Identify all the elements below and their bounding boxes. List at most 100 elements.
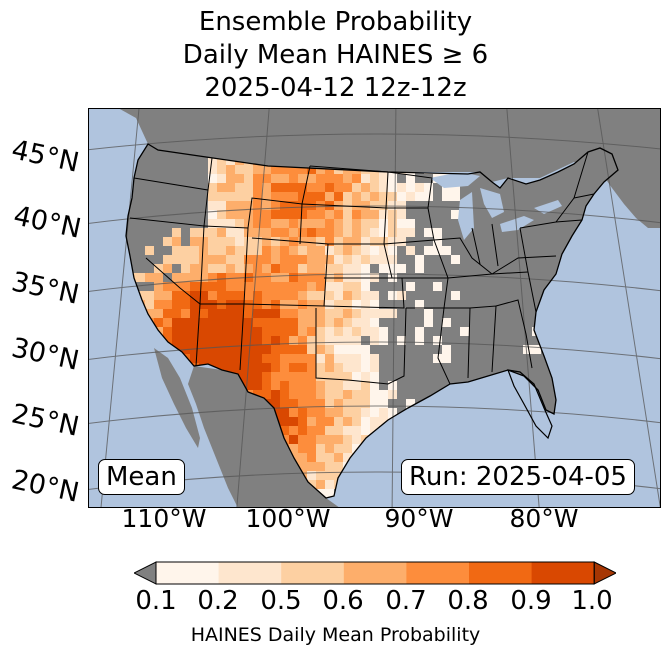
probability-cell bbox=[343, 363, 353, 373]
probability-cell bbox=[352, 417, 362, 427]
probability-cell bbox=[379, 174, 389, 184]
probability-cell bbox=[532, 354, 542, 364]
probability-cell bbox=[271, 228, 281, 238]
probability-cell bbox=[154, 183, 164, 193]
probability-cell bbox=[271, 165, 281, 175]
probability-cell bbox=[154, 174, 164, 184]
probability-cell bbox=[397, 237, 407, 247]
probability-cell bbox=[163, 327, 173, 337]
probability-cell bbox=[226, 183, 236, 193]
probability-cell bbox=[244, 282, 254, 292]
probability-cell bbox=[415, 183, 425, 193]
probability-cell bbox=[217, 255, 227, 265]
probability-cell bbox=[460, 273, 470, 283]
probability-cell bbox=[217, 264, 227, 274]
probability-cell bbox=[262, 210, 272, 220]
probability-cell bbox=[424, 255, 434, 265]
probability-cell bbox=[469, 183, 479, 193]
probability-cell bbox=[523, 345, 533, 355]
probability-cell bbox=[145, 237, 155, 247]
probability-cell bbox=[469, 300, 479, 310]
probability-cell bbox=[244, 318, 254, 328]
probability-cell bbox=[370, 372, 380, 382]
probability-cell bbox=[298, 354, 308, 364]
probability-cell bbox=[352, 291, 362, 301]
probability-cell bbox=[190, 327, 200, 337]
probability-cell bbox=[451, 345, 461, 355]
probability-cell bbox=[469, 354, 479, 364]
probability-cell bbox=[307, 444, 317, 454]
probability-cell bbox=[235, 327, 245, 337]
probability-cell bbox=[361, 390, 371, 400]
probability-cell bbox=[451, 354, 461, 364]
probability-cell bbox=[289, 255, 299, 265]
probability-cell bbox=[307, 471, 317, 481]
probability-cell bbox=[127, 237, 137, 247]
probability-cell bbox=[307, 309, 317, 319]
probability-cell bbox=[307, 300, 317, 310]
probability-cell bbox=[433, 192, 443, 202]
probability-cell bbox=[271, 255, 281, 265]
probability-cell bbox=[460, 354, 470, 364]
probability-cell bbox=[514, 264, 524, 274]
probability-cell bbox=[406, 228, 416, 238]
probability-cell bbox=[505, 336, 515, 346]
probability-cell bbox=[262, 237, 272, 247]
probability-cell bbox=[181, 183, 191, 193]
probability-cell bbox=[280, 246, 290, 256]
probability-cell bbox=[460, 372, 470, 382]
probability-cell bbox=[181, 273, 191, 283]
probability-cell bbox=[397, 174, 407, 184]
probability-cell bbox=[496, 255, 506, 265]
probability-cell bbox=[325, 291, 335, 301]
probability-cell bbox=[289, 282, 299, 292]
probability-cell bbox=[352, 219, 362, 229]
probability-cell bbox=[370, 219, 380, 229]
probability-cell bbox=[226, 273, 236, 283]
probability-cell bbox=[163, 192, 173, 202]
probability-cell bbox=[496, 219, 506, 229]
probability-cell bbox=[289, 372, 299, 382]
probability-cell bbox=[379, 309, 389, 319]
probability-cell bbox=[334, 381, 344, 391]
probability-cell bbox=[262, 372, 272, 382]
probability-cell bbox=[406, 219, 416, 229]
probability-cell bbox=[244, 237, 254, 247]
colorbar-segment bbox=[218, 562, 282, 584]
probability-cell bbox=[424, 381, 434, 391]
colorbar-segment bbox=[156, 562, 220, 584]
probability-cell bbox=[307, 210, 317, 220]
probability-cell bbox=[442, 201, 452, 211]
probability-cell bbox=[244, 336, 254, 346]
probability-cell bbox=[361, 237, 371, 247]
probability-cell bbox=[532, 219, 542, 229]
probability-cell bbox=[478, 372, 488, 382]
probability-cell bbox=[154, 291, 164, 301]
probability-cell bbox=[352, 210, 362, 220]
probability-cell bbox=[424, 192, 434, 202]
probability-cell bbox=[253, 219, 263, 229]
probability-cell bbox=[253, 327, 263, 337]
probability-cell bbox=[136, 273, 146, 283]
probability-cell bbox=[478, 300, 488, 310]
probability-cell bbox=[262, 381, 272, 391]
probability-cell bbox=[496, 354, 506, 364]
colorbar-tick-5: 0.8 bbox=[447, 586, 489, 616]
probability-cell bbox=[271, 399, 281, 409]
probability-cell bbox=[334, 228, 344, 238]
probability-cell bbox=[388, 255, 398, 265]
probability-cell bbox=[235, 165, 245, 175]
probability-cell bbox=[298, 291, 308, 301]
probability-cell bbox=[433, 300, 443, 310]
probability-cell bbox=[145, 183, 155, 193]
probability-cell bbox=[550, 264, 560, 274]
probability-cell bbox=[334, 453, 344, 463]
probability-cell bbox=[190, 156, 200, 166]
probability-cell bbox=[316, 444, 326, 454]
probability-cell bbox=[451, 210, 461, 220]
probability-cell bbox=[262, 363, 272, 373]
probability-cell bbox=[361, 318, 371, 328]
probability-cell bbox=[163, 237, 173, 247]
probability-cell bbox=[298, 300, 308, 310]
probability-cell bbox=[424, 372, 434, 382]
